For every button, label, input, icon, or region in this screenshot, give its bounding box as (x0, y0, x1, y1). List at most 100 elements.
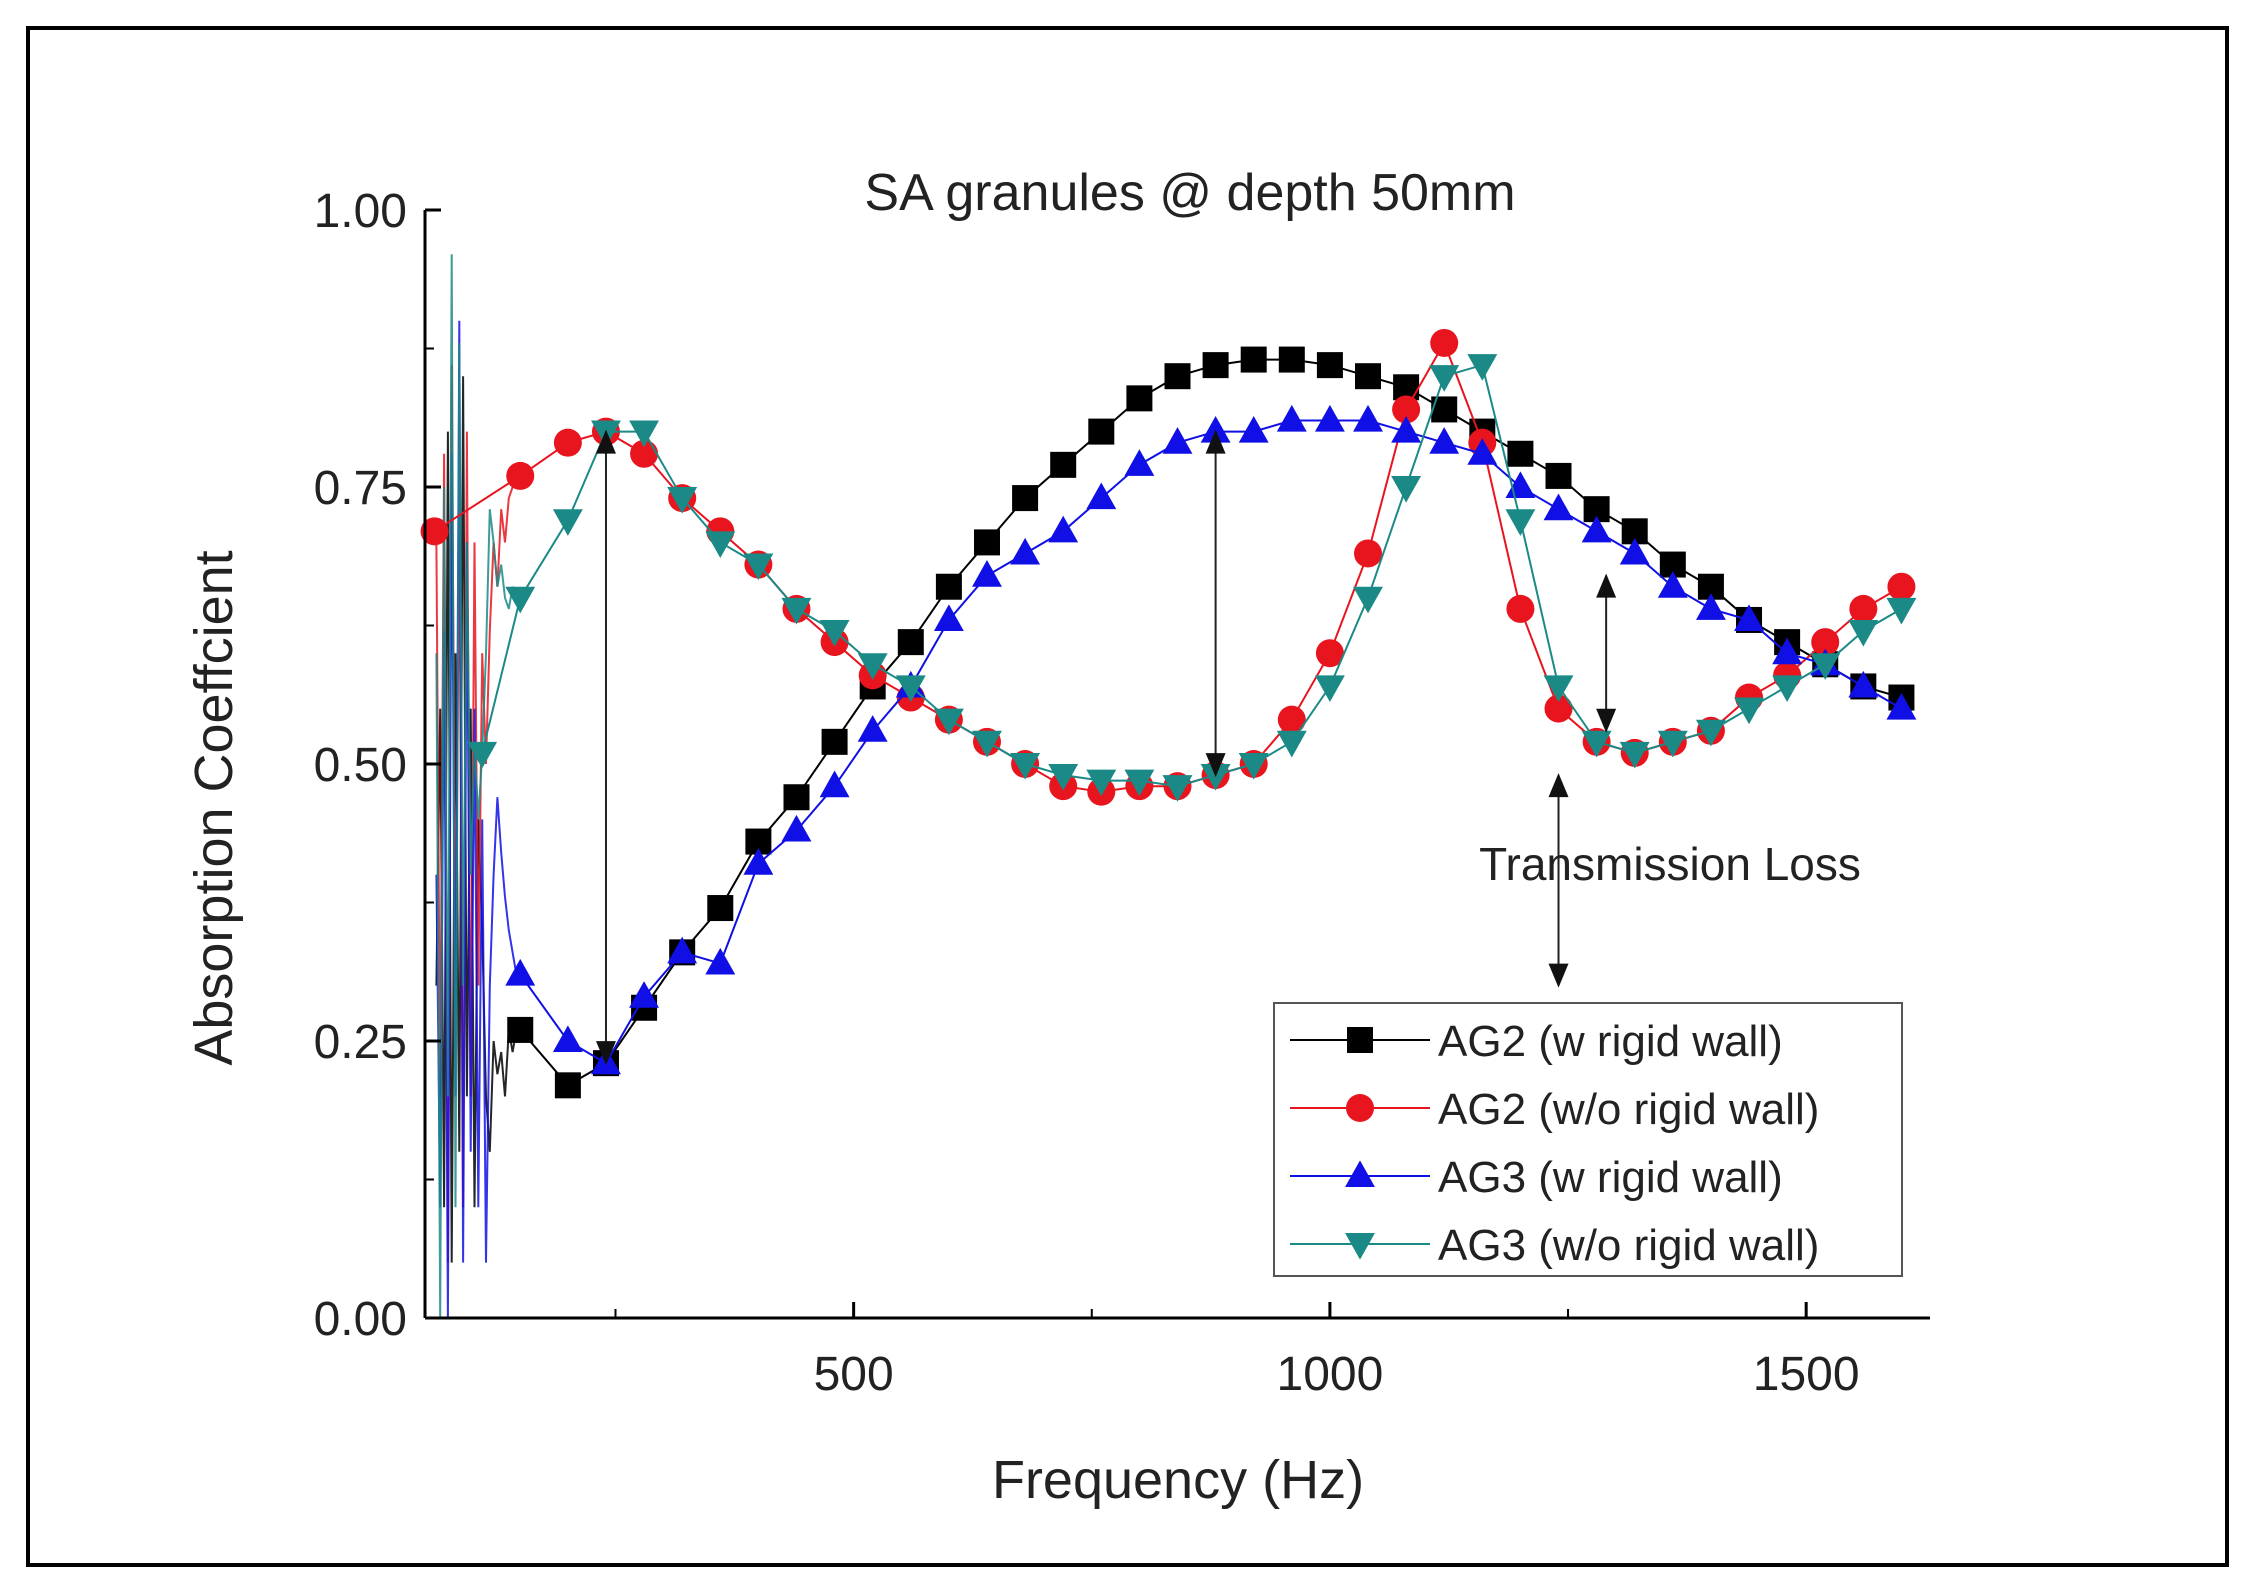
data-point (1010, 752, 1041, 780)
x-ticks: 500 1000 1500 (614, 1302, 1860, 1401)
data-point (1467, 354, 1498, 381)
data-point (1391, 416, 1422, 443)
data-point (895, 675, 926, 703)
y-tick-label: 0.00 (314, 1293, 407, 1346)
data-point (1126, 385, 1153, 412)
data-point (1238, 752, 1269, 780)
arrow-head (1596, 708, 1617, 733)
arrow-head (1596, 573, 1617, 598)
data-point (972, 730, 1002, 758)
legend-label: AG3 (w/o rigid wall) (1438, 1221, 1819, 1270)
data-point (1202, 352, 1229, 379)
legend-box (1273, 1002, 1903, 1277)
data-point (1657, 571, 1688, 598)
series-line (519, 358, 1902, 1087)
data-point (1347, 1027, 1373, 1053)
data-point (1315, 639, 1344, 668)
data-point (1545, 462, 1572, 489)
legend-label: AG2 (w/o rigid wall) (1438, 1085, 1819, 1134)
y-tick-label: 1.00 (314, 185, 407, 238)
data-point (1734, 604, 1764, 632)
data-point (935, 573, 962, 600)
data-point (1048, 764, 1079, 791)
data-point (1353, 586, 1383, 614)
data-point (1276, 730, 1307, 758)
data-point (819, 619, 850, 647)
x-tick-label: 500 (814, 1348, 894, 1401)
data-point (1124, 769, 1155, 797)
data-point (629, 420, 660, 448)
data-point (1848, 619, 1879, 647)
data-point (1772, 637, 1803, 665)
data-point (1276, 404, 1307, 432)
data-point (1345, 1232, 1375, 1260)
data-point (552, 1025, 583, 1053)
low-frequency-noise (435, 254, 518, 1319)
x-axis-title: Frequency (Hz) (992, 1450, 1364, 1510)
axes: 0.00 0.25 0.50 0.75 1.00 500 1000 1500 (314, 185, 1930, 1401)
x-tick-label: 1500 (1753, 1348, 1860, 1401)
data-point (553, 428, 582, 457)
series-line (481, 363, 1902, 788)
data-point (1619, 741, 1650, 769)
data-point (743, 553, 774, 581)
x-tick-label: 1000 (1277, 1348, 1384, 1401)
data-point (1345, 1160, 1375, 1188)
data-point (630, 439, 659, 468)
data-point (1354, 539, 1383, 568)
data-point (705, 531, 736, 558)
data-point (1543, 493, 1574, 521)
data-point (1695, 593, 1726, 620)
data-point (1849, 594, 1878, 623)
data-point (1886, 693, 1917, 720)
y-axis-title: Absorption Coeffcient (184, 550, 244, 1065)
arrow-head (1548, 773, 1569, 798)
data-point (554, 1072, 581, 1099)
legend-entry: AG3 (w/o rigid wall) (1290, 1221, 1819, 1270)
data-point (743, 848, 774, 875)
data-point (1314, 675, 1345, 703)
data-point (1048, 515, 1079, 543)
data-point (1278, 346, 1305, 373)
data-point (552, 509, 583, 536)
series-3 (505, 404, 1917, 1075)
data-point (1314, 404, 1345, 432)
data-point (705, 947, 736, 975)
data-point (857, 653, 888, 680)
data-point (1657, 730, 1688, 758)
data-point (1506, 594, 1535, 623)
transmission-loss-arrows (595, 429, 1617, 1066)
transmission-loss-label: Transmission Loss (1479, 838, 1861, 890)
data-point (507, 1016, 534, 1043)
data-point (1162, 775, 1193, 802)
data-point (1619, 537, 1650, 565)
legend: AG2 (w rigid wall) AG2 (w/o rigid wall) AG… (1273, 1002, 1903, 1277)
figure-frame (26, 26, 2229, 1567)
legend-label: AG2 (w rigid wall) (1438, 1017, 1783, 1066)
data-point (1200, 416, 1231, 443)
data-point (1316, 352, 1343, 379)
data-point (1543, 675, 1574, 703)
data-point (467, 741, 498, 769)
data-point (972, 560, 1002, 587)
data-point (1772, 675, 1803, 703)
data-point (420, 517, 449, 546)
data-point (1810, 653, 1841, 680)
data-point (1430, 328, 1459, 357)
data-point (1086, 769, 1117, 797)
data-point (1238, 416, 1269, 443)
y-tick-label: 0.75 (314, 462, 407, 515)
data-point (1050, 451, 1077, 478)
data-point (1467, 438, 1498, 465)
data-point (1429, 427, 1460, 454)
data-point (857, 715, 888, 742)
data-point (1086, 482, 1117, 510)
data-point (1507, 440, 1534, 467)
data-point (667, 936, 698, 964)
arrow-head (1205, 753, 1226, 778)
data-point (1544, 694, 1573, 723)
data-point (1429, 365, 1460, 392)
data-point (667, 487, 698, 514)
data-point (1886, 597, 1917, 625)
